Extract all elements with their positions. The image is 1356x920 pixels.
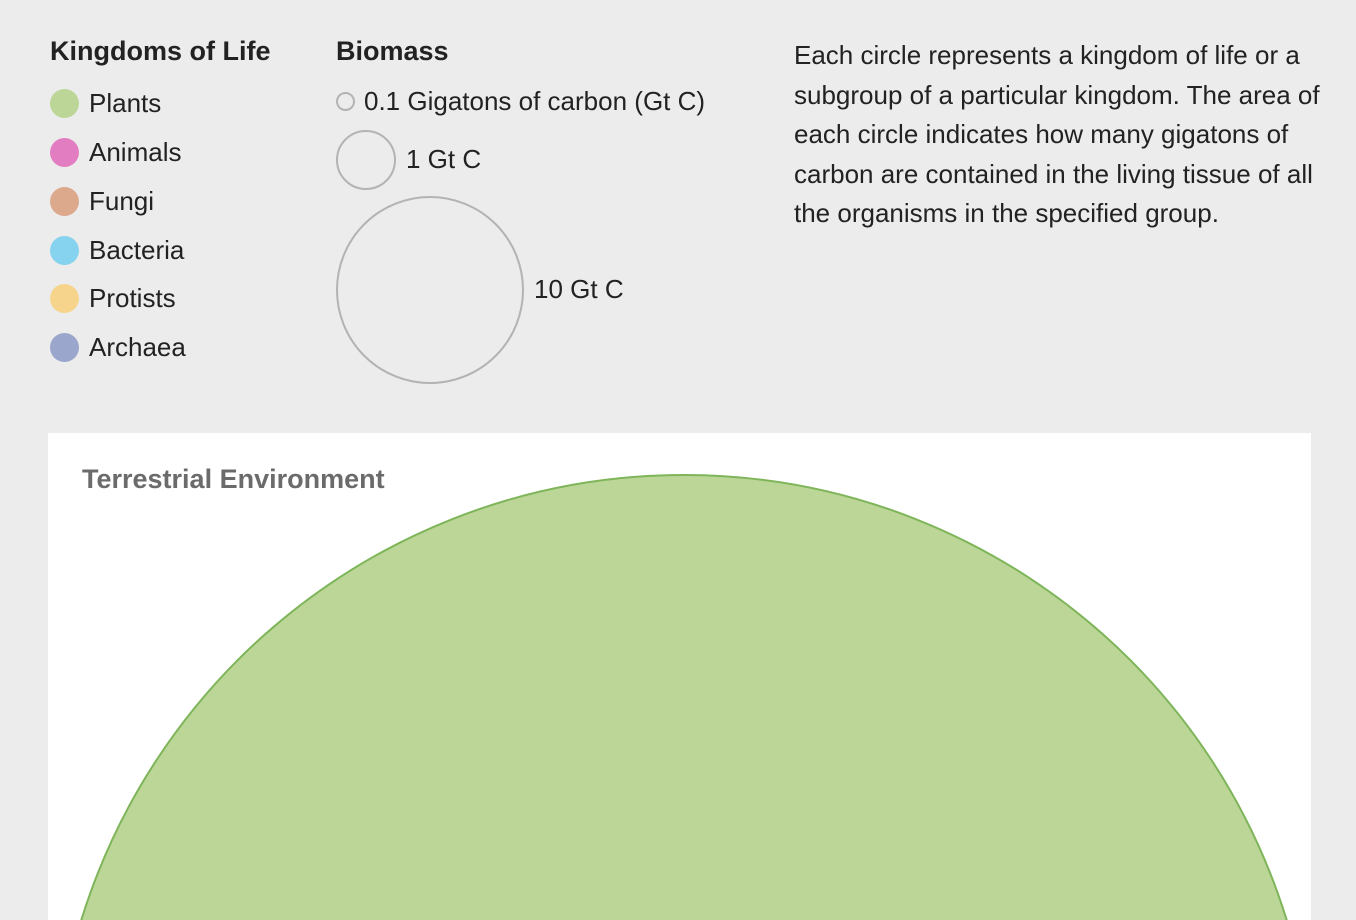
protists-color-swatch [50, 283, 79, 313]
legend-label-archaea: Archaea [89, 331, 186, 362]
animals-color-swatch [50, 137, 79, 167]
panel-title: Terrestrial Environment [82, 464, 385, 494]
legend-item-animals[interactable]: Animals [50, 136, 181, 168]
legend-label-bacteria: Bacteria [89, 234, 185, 265]
legend-label-animals: Animals [89, 136, 182, 167]
legend-item-archaea[interactable]: Archaea [50, 331, 186, 363]
legend-item-fungi[interactable]: Fungi [50, 185, 154, 217]
legend-label-protists: Protists [89, 282, 176, 313]
legend-label-plants: Plants [89, 87, 162, 118]
legend-item-plants[interactable]: Plants [50, 87, 161, 119]
biomass-scale-circle-medium [336, 130, 396, 190]
chart-description: Each circle represents a kingdom of life… [794, 40, 1320, 228]
legend-item-protists[interactable]: Protists [50, 282, 176, 314]
bacteria-color-swatch [50, 235, 79, 265]
biomass-scale-circle-small [336, 92, 355, 111]
biomass-legend-title: Biomass [336, 36, 449, 66]
fungi-color-swatch [50, 186, 79, 216]
bubble-plants[interactable] [53, 474, 1314, 920]
archaea-color-swatch [50, 332, 79, 362]
kingdoms-legend-title: Kingdoms of Life [50, 36, 271, 66]
biomass-scale-label-medium: 1 Gt C [406, 144, 482, 174]
biomass-scale-circle-large [336, 196, 524, 384]
legend-item-bacteria[interactable]: Bacteria [50, 234, 184, 266]
biomass-legend: Biomass 0.1 Gigatons of carbon (Gt C) 1 … [336, 36, 756, 396]
kingdoms-legend: Kingdoms of Life Plants Animals Fungi Ba… [50, 36, 271, 362]
plants-color-swatch [50, 88, 79, 118]
biomass-scale-label-small: 0.1 Gigatons of carbon (Gt C) [364, 86, 706, 116]
legend-label-fungi: Fungi [89, 185, 155, 216]
biomass-scale-label-large: 10 Gt C [534, 274, 624, 304]
